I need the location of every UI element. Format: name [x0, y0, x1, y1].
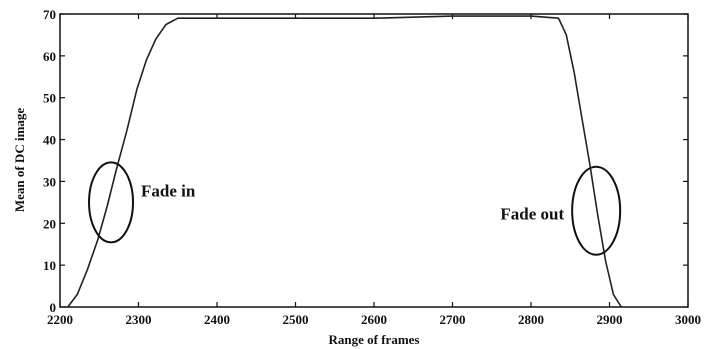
- y-tick-label: 30: [43, 174, 56, 189]
- x-axis-label: Range of frames: [329, 332, 420, 347]
- x-tick-label: 3000: [675, 312, 701, 327]
- y-tick-label: 70: [43, 7, 56, 22]
- series-line: [67, 15, 622, 308]
- annotation-label: Fade in: [141, 181, 196, 200]
- x-tick-label: 2400: [204, 312, 230, 327]
- y-tick-label: 20: [43, 216, 56, 231]
- x-axis-ticks: 2200 2300 2400 2500 2600 2700 2800 2900 3000: [47, 14, 701, 327]
- annotation-circle: [88, 161, 135, 244]
- y-tick-label: 10: [43, 258, 56, 273]
- annotation-label: Fade out: [500, 205, 564, 224]
- y-tick-label: 0: [50, 300, 57, 315]
- y-axis-label: Mean of DC image: [12, 108, 27, 213]
- x-tick-label: 2700: [440, 312, 466, 327]
- plot-frame: [59, 13, 689, 308]
- y-tick-label: 40: [43, 133, 56, 148]
- y-tick-label: 50: [43, 91, 56, 106]
- x-tick-label: 2800: [518, 312, 544, 327]
- x-tick-label: 2900: [597, 312, 623, 327]
- x-tick-label: 2500: [283, 312, 309, 327]
- x-tick-label: 2600: [361, 312, 387, 327]
- y-tick-label: 60: [43, 49, 56, 64]
- y-axis-ticks: 0 10 20 30 40 50 60 70: [43, 7, 688, 315]
- series-group: [67, 15, 622, 308]
- annotation-circle: [571, 165, 622, 256]
- x-tick-label: 2200: [47, 312, 73, 327]
- x-tick-label: 2300: [126, 312, 152, 327]
- annotations: Fade in Fade out: [88, 161, 622, 256]
